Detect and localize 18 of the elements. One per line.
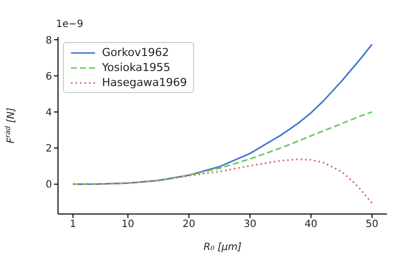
y-tick-label: 8 bbox=[46, 35, 52, 46]
x-axis-title: R₀ [μm] bbox=[203, 242, 242, 253]
x-tick-label: 1 bbox=[70, 219, 76, 230]
x-tick-label: 20 bbox=[182, 219, 196, 230]
x-tick-label: 50 bbox=[366, 219, 378, 230]
y-tick-label: 4 bbox=[46, 108, 52, 119]
x-tick-label: 30 bbox=[244, 219, 256, 230]
legend-label: Hasegawa1969 bbox=[102, 75, 187, 90]
line-series bbox=[72, 158, 373, 204]
y-tick-label: 6 bbox=[46, 71, 52, 82]
y-tick-label: 0 bbox=[46, 180, 52, 191]
legend-label: Gorkov1962 bbox=[102, 45, 169, 60]
line-series bbox=[72, 111, 373, 185]
x-tick-label: 10 bbox=[122, 219, 134, 230]
y-tick-label: 2 bbox=[46, 144, 52, 155]
legend-label: Yosioka1955 bbox=[102, 60, 170, 75]
x-tick-label: 40 bbox=[304, 219, 318, 230]
text: 1e−9 bbox=[56, 19, 84, 30]
